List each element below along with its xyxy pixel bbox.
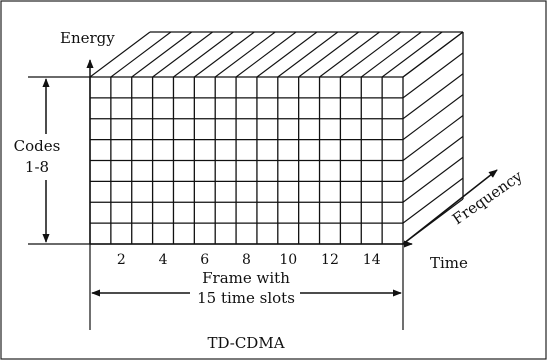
side-depth-line (402, 52, 464, 99)
side-depth-line (402, 177, 464, 224)
top-depth-line (152, 31, 213, 78)
top-depth-line (277, 31, 339, 78)
side-face (402, 31, 464, 245)
top-depth-line (110, 31, 172, 78)
slot-tick-labels: 2 4 6 8 10 12 14 (117, 252, 381, 268)
side-depth-line (402, 94, 464, 141)
slot-tick-label: 14 (363, 252, 381, 268)
frequency-axis (402, 169, 498, 245)
energy-label: Energy (60, 29, 115, 47)
top-depth-line (319, 31, 380, 78)
top-depth-line (235, 31, 297, 78)
side-depth-line (402, 31, 464, 78)
side-depth-line (402, 73, 464, 120)
top-depth-line (360, 31, 422, 78)
codes-label: Codes (14, 137, 61, 155)
top-depth-line (298, 31, 359, 78)
frame-label: Frame with (202, 269, 290, 287)
top-depth-line (214, 31, 276, 78)
top-depth-line (131, 31, 193, 78)
time-label: Time (430, 254, 468, 272)
caption: TD-CDMA (207, 334, 284, 352)
front-grid (89, 76, 404, 245)
top-depth-line (381, 31, 443, 78)
top-face (89, 31, 464, 78)
slot-tick-label: 10 (279, 252, 297, 268)
slot-tick-label: 6 (200, 252, 209, 268)
frame-slots-label: 15 time slots (197, 289, 295, 307)
top-depth-line (89, 31, 151, 78)
slot-tick-label: 12 (321, 252, 339, 268)
codes-range-label: 1-8 (25, 158, 49, 176)
side-depth-line (402, 156, 464, 203)
frequency-label: Frequency (449, 167, 526, 229)
slot-tick-label: 4 (159, 252, 168, 268)
top-depth-line (340, 31, 401, 78)
top-depth-line (194, 31, 255, 78)
side-depth-line (402, 115, 464, 161)
slot-tick-label: 8 (242, 252, 251, 268)
top-depth-line (173, 31, 234, 78)
top-depth-line (256, 31, 318, 78)
side-depth-line (402, 135, 464, 182)
slot-tick-label: 2 (117, 252, 126, 268)
